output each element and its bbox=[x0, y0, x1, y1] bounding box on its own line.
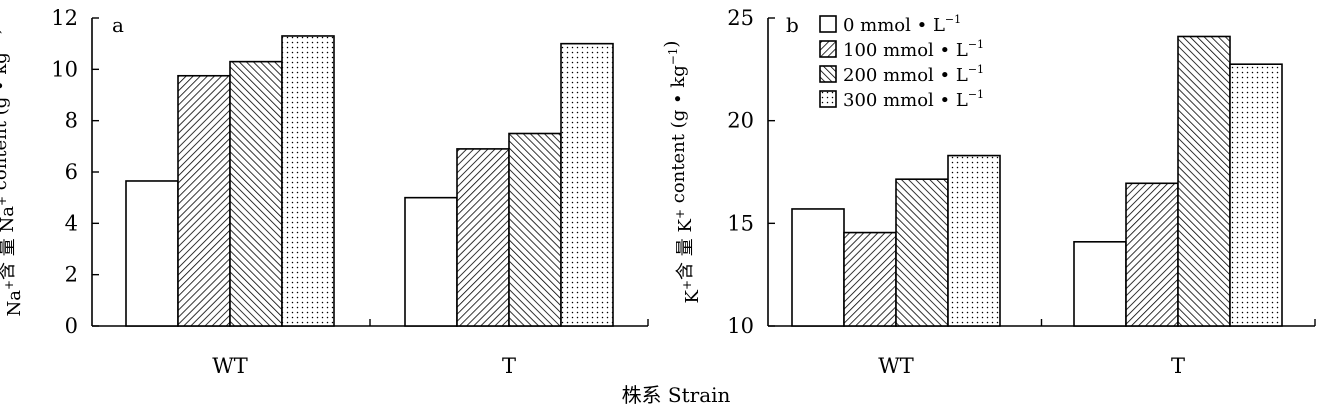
bar-wt-series-2 bbox=[229, 60, 283, 327]
bar-wt-series-3 bbox=[947, 154, 1001, 327]
y-tick-label: 2 bbox=[65, 263, 78, 287]
legend-label-text: 300 mmol • L bbox=[843, 90, 968, 111]
bar-t-series-1 bbox=[456, 148, 510, 327]
category-label: T bbox=[1171, 354, 1185, 378]
legend-swatch bbox=[819, 65, 837, 83]
y-tick-label: 0 bbox=[65, 314, 78, 338]
y-axis-title-part: Na bbox=[4, 290, 25, 317]
y-axis-title-sup: −1 bbox=[666, 48, 680, 66]
y-tick-label: 25 bbox=[727, 6, 754, 30]
y-axis-title-part: content (g • kg bbox=[0, 52, 11, 196]
y-axis-title-part: ) bbox=[0, 28, 4, 35]
y-axis-title-sup: + bbox=[2, 280, 16, 290]
legend-swatch bbox=[819, 15, 837, 33]
legend-label-text: 0 mmol • L bbox=[843, 15, 945, 36]
bar-t-series-0 bbox=[404, 196, 458, 327]
y-axis-title-sup: + bbox=[673, 209, 687, 219]
legend-swatch bbox=[819, 40, 837, 58]
bar-t-series-0 bbox=[1073, 241, 1127, 327]
bar-t-series-3 bbox=[560, 42, 614, 327]
panel-label: a bbox=[112, 13, 124, 37]
category-label: WT bbox=[878, 354, 914, 378]
y-axis-title-part: ) bbox=[661, 41, 682, 48]
y-tick-label: 12 bbox=[51, 6, 78, 30]
legend-label: 300 mmol • L−1 bbox=[843, 88, 984, 111]
y-axis-title: K+含 量 K+ content (g • kg−1) bbox=[661, 41, 703, 304]
y-axis-title-sup: + bbox=[0, 196, 9, 206]
y-axis-title-part: K bbox=[682, 289, 703, 303]
y-axis-title-part: 含 量 Na bbox=[0, 206, 18, 280]
legend-label-sup: −1 bbox=[968, 88, 984, 101]
y-axis-title-part: 含 量 K bbox=[675, 218, 696, 279]
bar-t-series-2 bbox=[508, 132, 562, 327]
bar-wt-series-3 bbox=[281, 35, 335, 327]
bar-wt-series-1 bbox=[843, 231, 897, 327]
y-tick-label: 8 bbox=[65, 109, 78, 133]
bar-wt-series-0 bbox=[125, 180, 179, 327]
y-tick-label: 15 bbox=[727, 211, 754, 235]
category-label: T bbox=[502, 354, 516, 378]
legend-label-sup: −1 bbox=[968, 38, 984, 51]
legend-label: 100 mmol • L−1 bbox=[843, 38, 984, 61]
category-label: WT bbox=[212, 354, 248, 378]
panel-label: b bbox=[786, 13, 799, 37]
bar-wt-series-1 bbox=[177, 74, 231, 327]
legend-label-text: 100 mmol • L bbox=[843, 40, 968, 61]
legend-label: 0 mmol • L−1 bbox=[843, 13, 961, 36]
bar-t-series-2 bbox=[1177, 35, 1231, 327]
y-axis-title-part: content (g • kg bbox=[668, 65, 689, 209]
y-tick-label: 4 bbox=[65, 211, 78, 235]
legend-label-sup: −1 bbox=[945, 13, 961, 26]
y-axis-title-sup: + bbox=[680, 280, 694, 290]
y-axis-title-sup: −1 bbox=[0, 35, 2, 53]
legend-swatch bbox=[819, 90, 837, 108]
legend-label-sup: −1 bbox=[968, 63, 984, 76]
y-tick-label: 20 bbox=[727, 109, 754, 133]
y-tick-label: 10 bbox=[51, 57, 78, 81]
legend-label: 200 mmol • L−1 bbox=[843, 63, 984, 86]
y-tick-label: 10 bbox=[727, 314, 754, 338]
legend-label-text: 200 mmol • L bbox=[843, 65, 968, 86]
bar-t-series-3 bbox=[1229, 63, 1283, 327]
bar-wt-series-2 bbox=[895, 178, 949, 327]
bar-wt-series-0 bbox=[791, 208, 845, 327]
bar-t-series-1 bbox=[1125, 182, 1179, 327]
x-axis-title: 株系 Strain bbox=[622, 383, 731, 407]
y-axis-title: Na+含 量 Na+ content (g • kg−1) bbox=[0, 28, 25, 317]
y-tick-label: 6 bbox=[65, 160, 78, 184]
